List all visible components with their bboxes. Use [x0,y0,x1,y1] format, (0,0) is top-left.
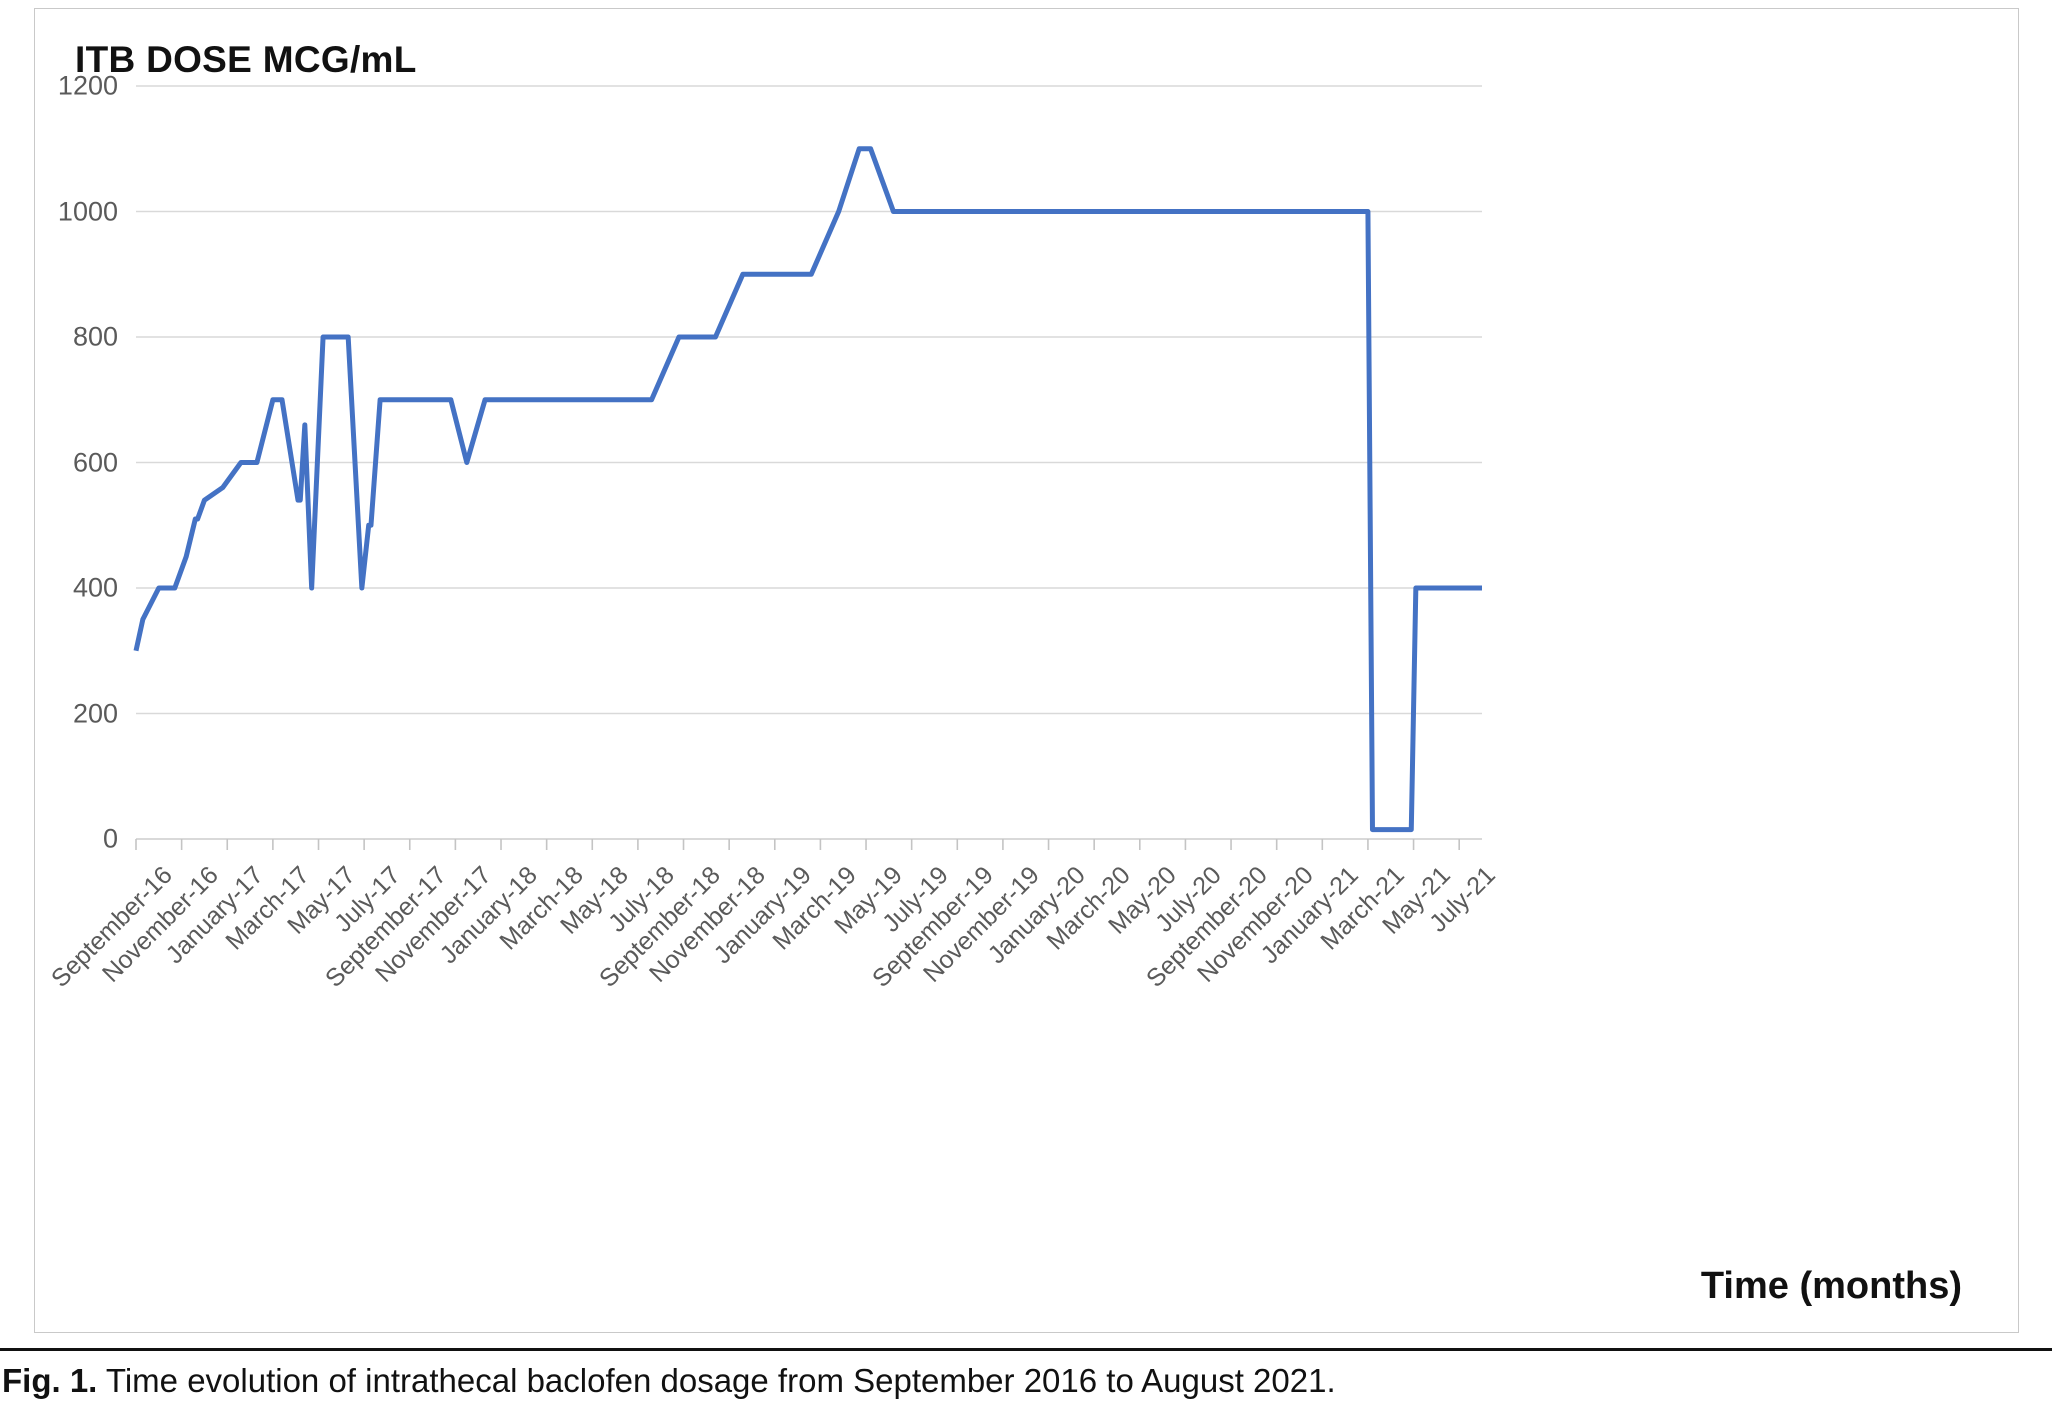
gridlines [136,85,1482,840]
y-tick-label-200: 200 [72,698,118,728]
caption-divider [0,1348,2052,1351]
y-tick-label-1200: 1200 [57,70,118,101]
chart-title: ITB DOSE MCG/mL [75,39,417,80]
dose-series-line [133,146,1482,833]
line-chart-plot [133,85,1482,850]
y-tick-label-400: 400 [72,572,118,603]
y-tick-label-600: 600 [72,447,118,477]
figure-frame: ITB DOSE MCG/mL 0 200 400 600 800 1000 1200 Se… [34,8,2019,1333]
x-tick-marks [135,839,1460,850]
caption-label: Fig. 1. [2,1362,98,1399]
y-tick-label-800: 800 [72,321,118,352]
caption-text: Time evolution of intrathecal baclofen d… [97,1362,1336,1399]
y-tick-label-0: 0 [102,823,118,854]
figure-caption: Fig. 1. Time evolution of intrathecal ba… [2,1362,2042,1400]
x-axis-title: Time (months) [1700,1265,1962,1307]
y-tick-label-1000: 1000 [57,196,118,226]
